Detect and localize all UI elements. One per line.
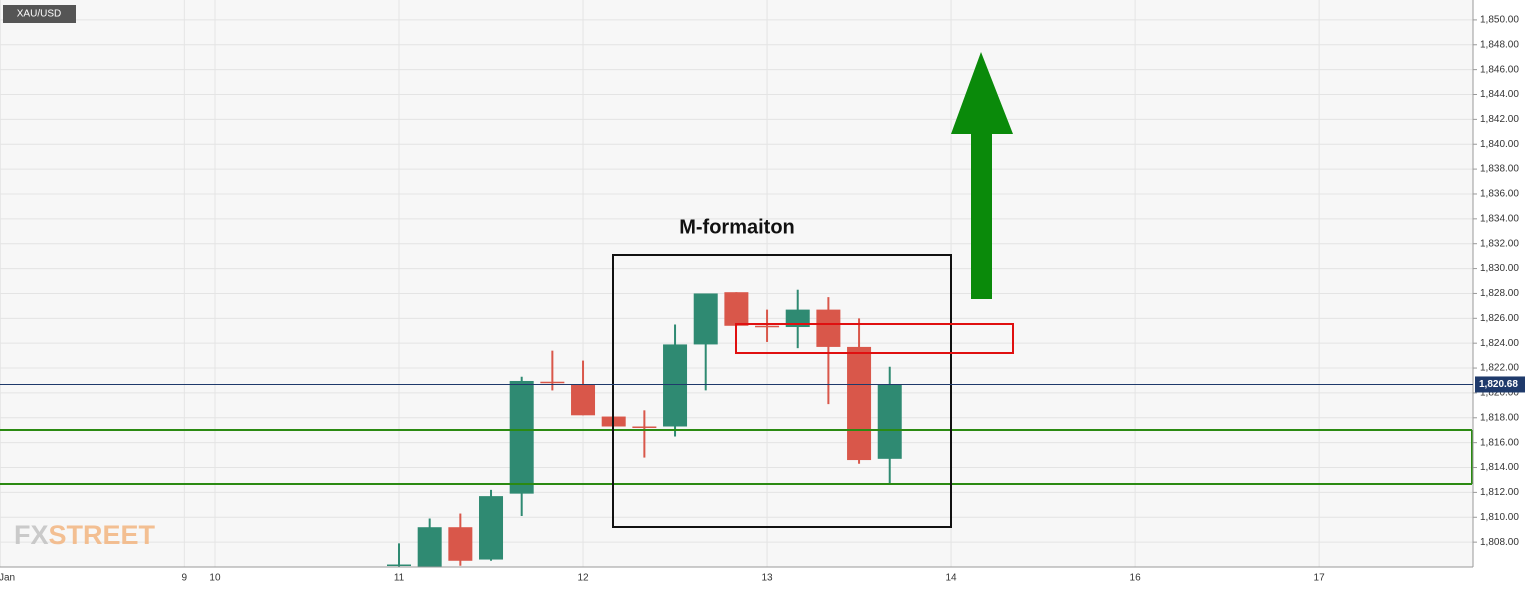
x-tick-label: 14 xyxy=(946,573,958,584)
candle-body xyxy=(448,527,473,561)
y-tick-label: 1,818.00 xyxy=(1480,412,1519,423)
x-tick-label: 9 xyxy=(182,573,188,584)
axes: 1,808.00 1,810.00 1,812.00 1,814.00 1,816.00… xyxy=(0,15,1525,584)
y-tick-label: 1,816.00 xyxy=(1480,437,1519,448)
x-tick-label: 12 xyxy=(577,573,589,584)
watermark-street: STREET xyxy=(49,520,156,550)
candle-body xyxy=(571,384,596,416)
candle-body xyxy=(509,380,534,494)
candle-body xyxy=(785,309,810,328)
last-price-label: 1,820.68 xyxy=(1479,379,1518,390)
candle-body xyxy=(816,309,841,347)
x-tick-label: 17 xyxy=(1314,573,1326,584)
candle-body xyxy=(724,292,749,326)
up-arrow xyxy=(951,52,1013,299)
x-tick-label: 13 xyxy=(761,573,773,584)
last-price-badge xyxy=(1475,376,1525,393)
y-tick-label: 1,834.00 xyxy=(1480,213,1519,224)
y-tick-label: 1,814.00 xyxy=(1480,462,1519,473)
resistance-box xyxy=(735,323,1014,354)
plot-background xyxy=(0,0,1473,567)
symbol-badge xyxy=(3,5,76,23)
y-tick-label: 1,812.00 xyxy=(1480,487,1519,498)
y-tick-label: 1,808.00 xyxy=(1480,537,1519,548)
candle-body xyxy=(632,426,657,428)
candle-body xyxy=(693,293,718,345)
annotation: M-formaiton xyxy=(679,216,795,238)
candle-body xyxy=(387,564,412,567)
candle-body xyxy=(755,325,780,328)
candle-body xyxy=(847,346,872,461)
y-tick-label: 1,824.00 xyxy=(1480,338,1519,349)
y-tick-label: 1,838.00 xyxy=(1480,164,1519,175)
watermark-fx: FX xyxy=(14,520,49,550)
candle-body xyxy=(479,496,504,560)
y-tick-label: 1,844.00 xyxy=(1480,89,1519,100)
y-tick-label: 1,810.00 xyxy=(1480,512,1519,523)
x-tick-label: 16 xyxy=(1130,573,1142,584)
y-tick-label: 1,846.00 xyxy=(1480,64,1519,75)
y-tick-label: 1,826.00 xyxy=(1480,313,1519,324)
watermark: FXSTREET xyxy=(14,520,156,550)
y-tick-label: 1,848.00 xyxy=(1480,39,1519,50)
candle-body xyxy=(663,344,688,427)
y-tick-label: 1,850.00 xyxy=(1480,15,1519,26)
x-tick-label: 10 xyxy=(209,573,221,584)
x-tick-label: Jan xyxy=(0,573,15,584)
chart-title: XAU/USD xyxy=(17,9,61,20)
y-tick-label: 1,836.00 xyxy=(1480,189,1519,200)
x-tick-label: 11 xyxy=(394,573,405,584)
y-tick-label: 1,822.00 xyxy=(1480,363,1519,374)
candle-body xyxy=(877,384,902,459)
y-tick-label: 1,832.00 xyxy=(1480,238,1519,249)
y-tick-label: 1,820.00 xyxy=(1480,388,1519,399)
y-tick-label: 1,830.00 xyxy=(1480,263,1519,274)
y-tick-label: 1,842.00 xyxy=(1480,114,1519,125)
y-tick-label: 1,840.00 xyxy=(1480,139,1519,150)
y-tick-label: 1,828.00 xyxy=(1480,288,1519,299)
candle-body xyxy=(540,381,565,384)
formation-box xyxy=(612,254,952,528)
candle-body xyxy=(417,527,442,567)
candles xyxy=(387,289,902,567)
grid xyxy=(0,0,1473,567)
